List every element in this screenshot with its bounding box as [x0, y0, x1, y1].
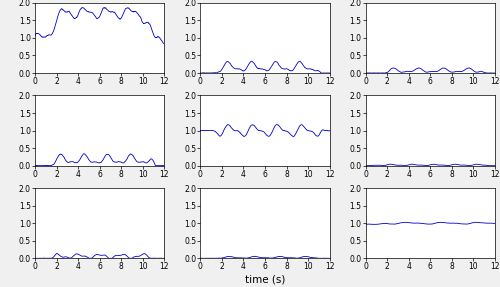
Text: time (s): time (s) [245, 274, 285, 284]
